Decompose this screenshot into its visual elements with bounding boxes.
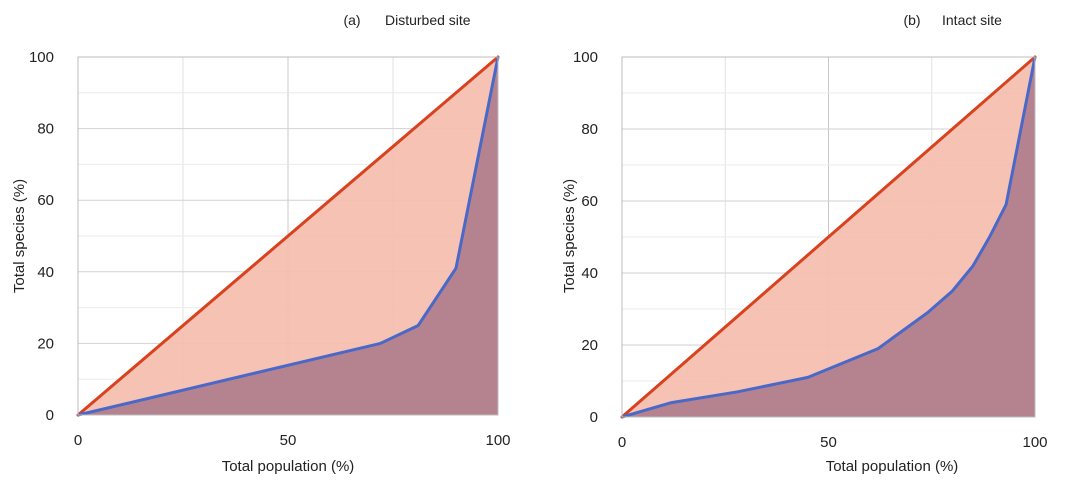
x-tick-label: 0 xyxy=(74,432,82,449)
equality-line xyxy=(76,55,500,417)
x-axis-label: Total population (%) xyxy=(222,458,355,475)
equality-line xyxy=(620,55,1037,419)
x-tick-label: 100 xyxy=(485,432,510,449)
x-tick-label: 0 xyxy=(618,434,626,451)
y-tick-label: 100 xyxy=(29,49,54,66)
y-axis-label: Total species (%) xyxy=(561,179,578,293)
y-tick-label: 0 xyxy=(590,409,598,426)
y-tick-label: 40 xyxy=(581,265,598,282)
x-tick-label: 50 xyxy=(820,434,837,451)
chart-panel-b: 0 50 100 0 20 40 60 80 100 Total population (%) To… xyxy=(561,12,1048,475)
y-tick-label: 60 xyxy=(37,192,54,209)
species-distribution-curve xyxy=(621,56,1037,419)
panel-label: (b) xyxy=(903,12,920,28)
panel-title: Intact site xyxy=(942,12,1002,28)
area-under-curve xyxy=(622,57,1035,417)
y-tick-label: 20 xyxy=(581,337,598,354)
chart-panel-a: 0 50 100 0 20 40 60 80 100 Total population (%) To… xyxy=(11,12,511,475)
area-under-curve xyxy=(78,57,498,415)
y-tick-label: 40 xyxy=(37,264,54,281)
x-tick-label: 50 xyxy=(280,432,297,449)
y-tick-label: 60 xyxy=(581,193,598,210)
plot-frame xyxy=(621,56,1036,418)
y-tick-label: 100 xyxy=(573,49,598,66)
panel-label: (a) xyxy=(343,12,360,28)
y-tick-label: 80 xyxy=(37,121,54,138)
species-distribution-curve xyxy=(77,56,500,417)
y-axis-label: Total species (%) xyxy=(11,179,28,293)
y-tick-label: 20 xyxy=(37,335,54,352)
plot-frame xyxy=(77,56,499,416)
panel-title: Disturbed site xyxy=(385,12,471,28)
x-tick-label: 100 xyxy=(1022,434,1047,451)
x-axis-label: Total population (%) xyxy=(826,458,959,475)
y-tick-label: 0 xyxy=(46,407,54,424)
y-tick-label: 80 xyxy=(581,121,598,138)
